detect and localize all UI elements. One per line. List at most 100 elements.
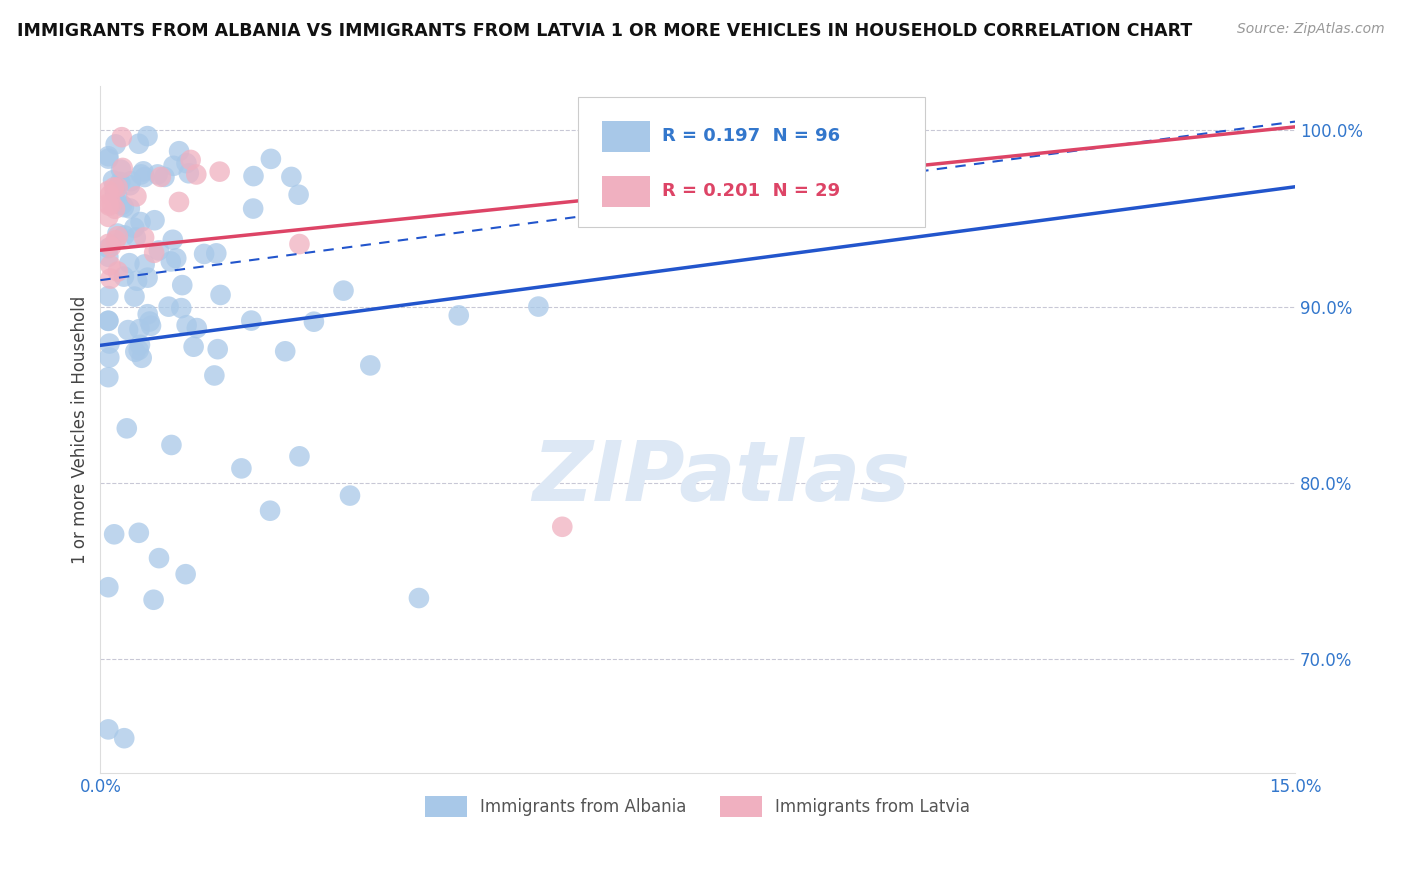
Point — [287, 187, 309, 202]
Point — [129, 338, 152, 352]
FancyBboxPatch shape — [578, 96, 925, 227]
Point — [97, 250, 120, 264]
Point — [332, 284, 354, 298]
Point — [280, 169, 302, 184]
Point — [183, 340, 205, 354]
Point — [167, 145, 190, 159]
Point — [146, 168, 169, 182]
Point — [124, 220, 146, 235]
Point — [120, 174, 142, 188]
Point — [359, 359, 381, 373]
Point — [117, 323, 139, 337]
Point — [134, 169, 156, 184]
Point — [129, 168, 152, 182]
FancyBboxPatch shape — [602, 176, 650, 207]
Point — [97, 723, 120, 737]
Point — [139, 318, 162, 333]
Point — [259, 504, 281, 518]
Point — [148, 551, 170, 566]
Point — [101, 173, 124, 187]
Point — [159, 254, 181, 268]
Point — [98, 351, 121, 365]
Y-axis label: 1 or more Vehicles in Household: 1 or more Vehicles in Household — [72, 296, 89, 564]
Point — [274, 344, 297, 359]
Point — [115, 421, 138, 435]
Point — [128, 343, 150, 358]
Point — [162, 233, 184, 247]
Point — [124, 344, 146, 359]
Point — [111, 198, 134, 212]
Text: Source: ZipAtlas.com: Source: ZipAtlas.com — [1237, 22, 1385, 37]
Point — [97, 184, 120, 198]
Point — [97, 152, 120, 166]
Point — [110, 175, 132, 189]
Point — [142, 592, 165, 607]
Point — [527, 300, 550, 314]
Point — [124, 290, 146, 304]
Point — [103, 180, 125, 194]
Point — [202, 368, 225, 383]
Point — [112, 731, 135, 746]
Point — [107, 229, 129, 244]
Point — [172, 278, 194, 293]
Point — [100, 240, 122, 254]
Point — [260, 152, 283, 166]
Point — [111, 161, 134, 175]
Point — [176, 156, 198, 170]
Point — [100, 259, 122, 273]
Point — [104, 233, 127, 247]
Point — [97, 370, 120, 384]
Point — [180, 153, 202, 167]
Point — [98, 198, 121, 212]
Point — [162, 159, 184, 173]
Point — [118, 178, 141, 193]
Point — [160, 438, 183, 452]
Point — [128, 525, 150, 540]
Point — [205, 246, 228, 260]
Point — [134, 257, 156, 271]
Point — [132, 164, 155, 178]
Point — [447, 309, 470, 323]
Point — [103, 527, 125, 541]
Point — [242, 169, 264, 183]
Point — [98, 336, 121, 351]
Point — [97, 289, 120, 303]
Point — [100, 197, 122, 211]
Point — [107, 227, 129, 241]
Point — [112, 228, 135, 243]
Point — [107, 180, 129, 194]
Point — [129, 215, 152, 229]
Point — [149, 169, 172, 184]
Point — [647, 168, 669, 182]
Point — [209, 288, 232, 302]
Point — [136, 307, 159, 321]
Point — [186, 321, 208, 335]
Point — [186, 168, 208, 182]
Point — [177, 166, 200, 180]
Point — [157, 300, 180, 314]
Point — [112, 200, 135, 214]
Point — [98, 188, 121, 202]
Point — [143, 213, 166, 227]
Legend: Immigrants from Albania, Immigrants from Latvia: Immigrants from Albania, Immigrants from… — [419, 789, 977, 823]
Point — [97, 236, 120, 251]
Point — [288, 450, 311, 464]
Point — [97, 149, 120, 163]
Point — [176, 318, 198, 333]
Point — [107, 264, 129, 278]
Point — [302, 315, 325, 329]
Point — [104, 202, 127, 216]
Point — [167, 194, 190, 209]
Point — [551, 520, 574, 534]
Text: R = 0.201  N = 29: R = 0.201 N = 29 — [662, 182, 839, 200]
Point — [97, 314, 120, 328]
Point — [136, 270, 159, 285]
Point — [112, 269, 135, 284]
Point — [97, 196, 120, 211]
Point — [105, 188, 128, 202]
FancyBboxPatch shape — [602, 120, 650, 152]
Point — [170, 301, 193, 315]
Text: ZIPatlas: ZIPatlas — [533, 437, 911, 518]
Text: IMMIGRANTS FROM ALBANIA VS IMMIGRANTS FROM LATVIA 1 OR MORE VEHICLES IN HOUSEHOL: IMMIGRANTS FROM ALBANIA VS IMMIGRANTS FR… — [17, 22, 1192, 40]
Point — [97, 241, 120, 255]
